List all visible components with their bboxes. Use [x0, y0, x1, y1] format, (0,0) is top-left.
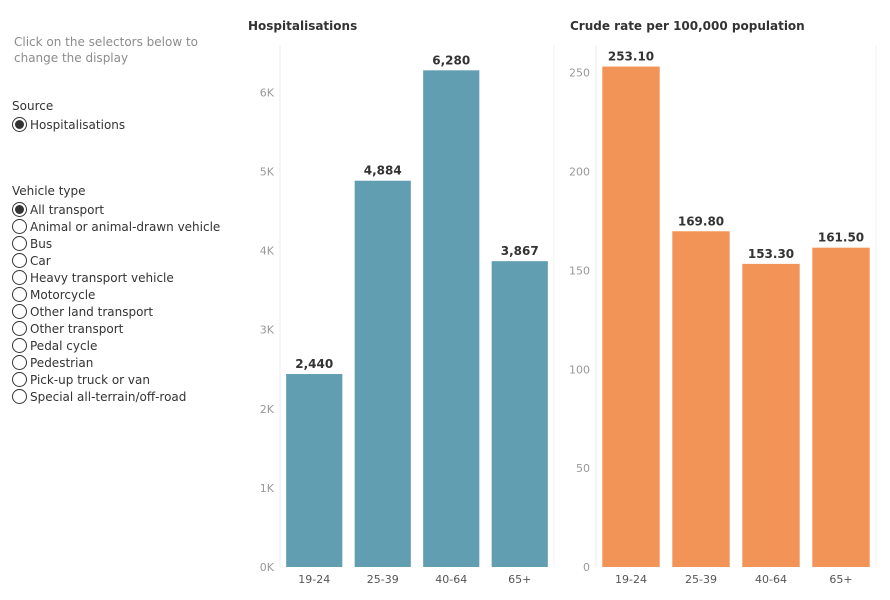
rate-x-tick-label: 25-39	[685, 573, 717, 586]
rate-y-tick-label: 100	[569, 363, 590, 376]
hosp-bar	[286, 374, 343, 567]
hosp-data-label: 2,440	[295, 357, 333, 371]
hosp-y-tick-label: 2K	[260, 403, 275, 416]
vehicle-type-option-label: All transport	[30, 202, 105, 217]
vehicle-type-option[interactable]: Pedestrian	[12, 354, 220, 371]
rate-data-label: 253.10	[608, 50, 654, 64]
hosp-bar	[491, 261, 548, 567]
radio-button-icon[interactable]	[12, 304, 27, 319]
vehicle-type-option-label: Other land transport	[30, 304, 154, 319]
hosp-y-tick-label: 4K	[260, 245, 275, 258]
radio-button-icon[interactable]	[12, 253, 27, 268]
vehicle-type-option[interactable]: All transport	[12, 201, 220, 218]
rate-y-tick-label: 200	[569, 166, 590, 179]
hospitalisations-chart-title: Hospitalisations	[248, 19, 358, 33]
rate-data-label: 153.30	[748, 247, 794, 261]
rate-bar	[602, 66, 660, 567]
hosp-x-tick-label: 65+	[508, 573, 531, 586]
vehicle-type-option-label: Other transport	[30, 321, 124, 336]
radio-button-icon[interactable]	[12, 236, 27, 251]
vehicle-type-option[interactable]: Motorcycle	[12, 286, 220, 303]
radio-button-icon[interactable]	[12, 355, 27, 370]
instructions-text: Click on the selectors below to change t…	[14, 35, 199, 65]
hosp-y-tick-label: 6K	[260, 86, 275, 99]
rate-bar	[742, 263, 800, 567]
source-title: Source	[12, 99, 54, 113]
rate-x-tick-label: 19-24	[615, 573, 647, 586]
hosp-bar	[423, 70, 480, 568]
vehicle-type-option[interactable]: Bus	[12, 235, 220, 252]
rate-bar	[812, 247, 870, 567]
rate-x-tick-label: 40-64	[755, 573, 787, 586]
hosp-y-tick-label: 5K	[260, 166, 275, 179]
hosp-y-tick-label: 1K	[260, 482, 275, 495]
hosp-x-tick-label: 19-24	[298, 573, 330, 586]
vehicle-type-option[interactable]: Heavy transport vehicle	[12, 269, 220, 286]
hosp-x-tick-label: 25-39	[367, 573, 399, 586]
rate-data-label: 161.50	[818, 231, 864, 245]
vehicle-type-title: Vehicle type	[12, 184, 86, 198]
radio-button-icon[interactable]	[12, 287, 27, 302]
radio-button-icon[interactable]	[12, 270, 27, 285]
vehicle-type-option-label: Pick-up truck or van	[30, 372, 150, 387]
hosp-x-tick-label: 40-64	[435, 573, 467, 586]
rate-y-tick-label: 250	[569, 67, 590, 80]
vehicle-type-option[interactable]: Car	[12, 252, 220, 269]
vehicle-type-option-label: Motorcycle	[30, 287, 96, 302]
hosp-bar	[354, 180, 411, 567]
vehicle-type-option-label: Pedal cycle	[30, 338, 98, 353]
vehicle-type-option-label: Pedestrian	[30, 355, 94, 370]
vehicle-type-option[interactable]: Other transport	[12, 320, 220, 337]
vehicle-type-option[interactable]: Other land transport	[12, 303, 220, 320]
source-option[interactable]: Hospitalisations	[12, 116, 125, 133]
rate-bar	[672, 231, 730, 567]
crude-rate-chart-title: Crude rate per 100,000 population	[570, 19, 805, 33]
radio-button-icon[interactable]	[12, 338, 27, 353]
source-radio-group: Hospitalisations	[12, 116, 125, 133]
rate-y-tick-label: 50	[576, 462, 590, 475]
vehicle-type-option-label: Animal or animal-drawn vehicle	[30, 219, 221, 234]
hosp-data-label: 4,884	[364, 164, 402, 178]
radio-button-icon[interactable]	[12, 202, 27, 217]
radio-button-icon[interactable]	[12, 117, 27, 132]
hosp-y-tick-label: 0K	[260, 561, 275, 574]
rate-data-label: 169.80	[678, 214, 724, 228]
radio-button-icon[interactable]	[12, 219, 27, 234]
vehicle-type-option[interactable]: Pedal cycle	[12, 337, 220, 354]
rate-y-tick-label: 150	[569, 264, 590, 277]
vehicle-type-option[interactable]: Pick-up truck or van	[12, 371, 220, 388]
rate-y-tick-label: 0	[583, 561, 590, 574]
radio-button-icon[interactable]	[12, 321, 27, 336]
hosp-y-tick-label: 3K	[260, 324, 275, 337]
filter-panel: Click on the selectors below to change t…	[0, 0, 240, 600]
vehicle-type-option[interactable]: Animal or animal-drawn vehicle	[12, 218, 220, 235]
hosp-data-label: 3,867	[501, 244, 539, 258]
vehicle-type-radio-group: All transport Animal or animal-drawn vehi…	[12, 201, 220, 405]
vehicle-type-option-label: Special all-terrain/off-road	[30, 389, 187, 404]
hosp-data-label: 6,280	[432, 53, 470, 67]
source-option-label: Hospitalisations	[30, 117, 126, 132]
rate-x-tick-label: 65+	[829, 573, 852, 586]
radio-dot-icon	[15, 205, 24, 214]
vehicle-type-option-label: Bus	[30, 236, 53, 251]
radio-dot-icon	[15, 120, 24, 129]
vehicle-type-option-label: Car	[30, 253, 51, 268]
vehicle-type-option-label: Heavy transport vehicle	[30, 270, 174, 285]
vehicle-type-option[interactable]: Special all-terrain/off-road	[12, 388, 220, 405]
radio-button-icon[interactable]	[12, 372, 27, 387]
radio-button-icon[interactable]	[12, 389, 27, 404]
